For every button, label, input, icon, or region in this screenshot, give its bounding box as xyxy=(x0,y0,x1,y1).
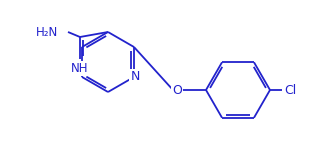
Text: NH: NH xyxy=(71,62,89,75)
Text: H₂N: H₂N xyxy=(36,26,58,39)
Text: O: O xyxy=(172,84,182,96)
Text: Cl: Cl xyxy=(284,84,296,96)
Text: N: N xyxy=(130,70,140,84)
